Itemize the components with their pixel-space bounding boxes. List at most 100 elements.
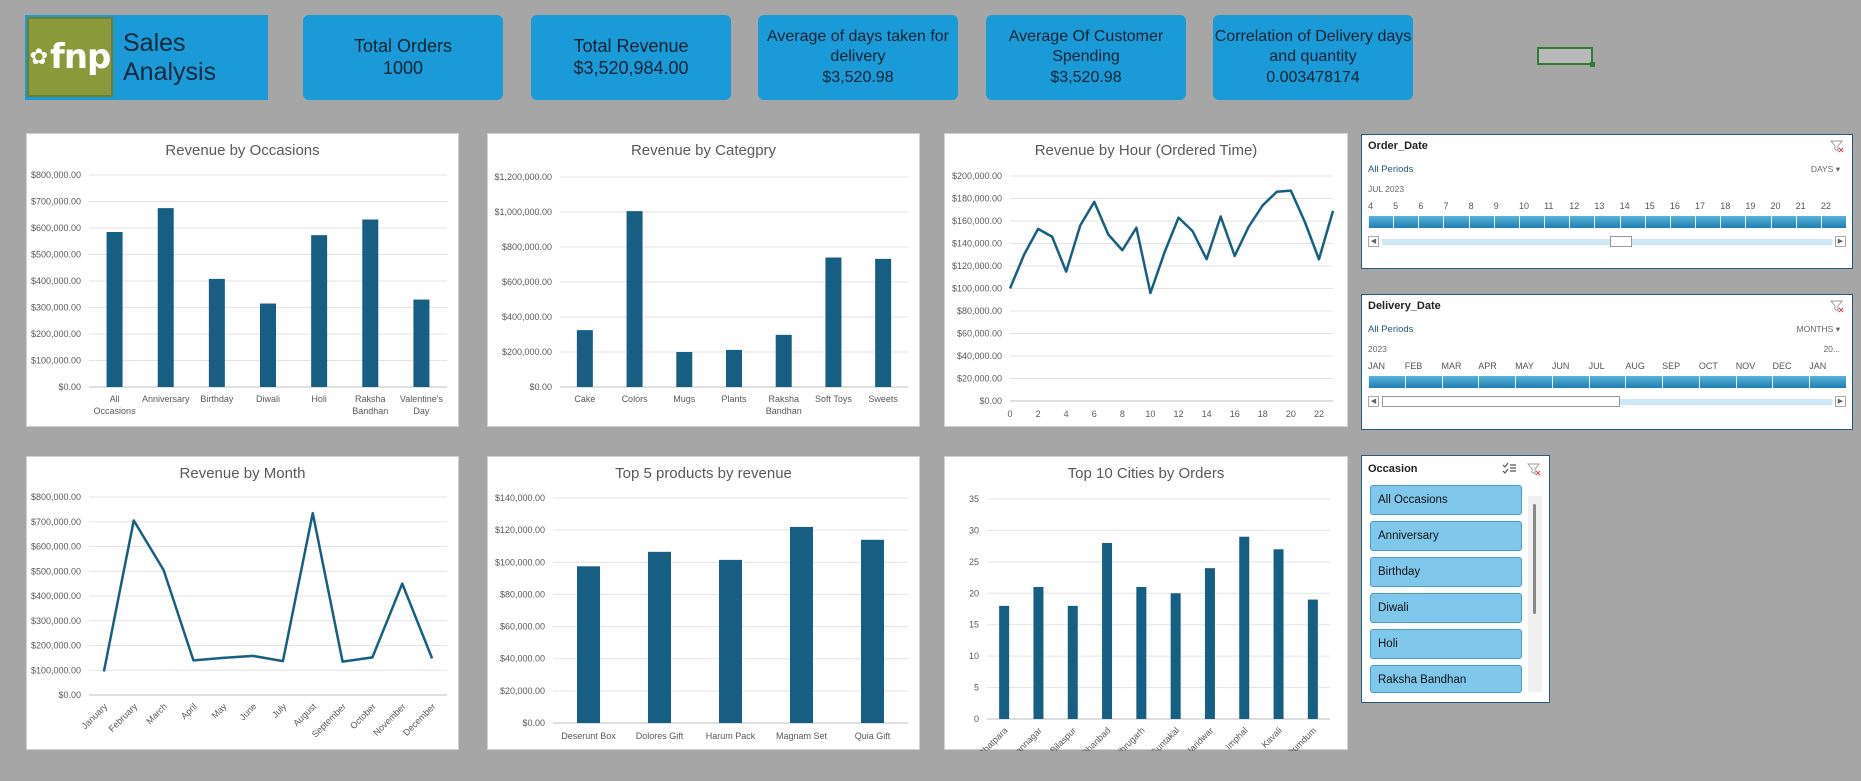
kpi-avg-delivery-days: Average of days taken for delivery $3,52… (758, 15, 958, 100)
delivery-date-timeline[interactable]: Delivery_Date All Periods MONTHS ▾ 2023 … (1361, 294, 1853, 430)
x-tick-label: February (107, 701, 140, 734)
chart-title: Revenue by Categpry (630, 142, 777, 159)
bar (648, 551, 671, 723)
all-periods-link[interactable]: All Periods (1368, 324, 1414, 335)
x-tick-label: Bhatpara (977, 725, 1010, 751)
timeline-bar[interactable] (1368, 376, 1846, 388)
occasion-slicer[interactable]: Occasion All Occasions Anniversary Birth… (1361, 455, 1550, 703)
x-tick-label: Magnam Set (776, 731, 828, 741)
time-level-selector[interactable]: MONTHS ▾ (1797, 324, 1841, 335)
kpi-value: $3,520.98 (822, 68, 894, 86)
bar (775, 334, 792, 387)
chart-plot: $0.00 $200,000.00 $400,000.00 $600,000.00 $8… (494, 172, 908, 416)
scroll-thumb[interactable] (1382, 396, 1620, 407)
x-tick-label: Mugs (673, 394, 696, 404)
y-tick-label: $500,000.00 (31, 250, 81, 260)
x-tick-label: Valentine's (400, 394, 444, 404)
clear-filter-icon[interactable] (1527, 462, 1541, 476)
timeline-segment-divider (1698, 376, 1700, 388)
x-tick-label: 18 (1258, 409, 1268, 419)
x-tick-label: Occasions (94, 406, 137, 416)
bar (1033, 587, 1044, 719)
time-level-selector[interactable]: DAYS ▾ (1811, 164, 1840, 175)
kpi-total-orders: Total Orders 1000 (303, 15, 503, 100)
chart-title: Revenue by Occasions (165, 142, 320, 159)
kpi-value: 0.003478174 (1266, 68, 1360, 86)
y-tick-label: $0.00 (522, 718, 545, 728)
kpi-title: Average of days taken for delivery (766, 27, 950, 65)
timeline-segment-divider (1515, 376, 1517, 388)
timeline-tick-label: 13 (1594, 201, 1605, 211)
x-tick-label: Quia Gift (855, 731, 891, 741)
all-periods-link[interactable]: All Periods (1368, 164, 1414, 175)
x-tick-label: July (270, 701, 289, 720)
occasion-item-all-occasions[interactable]: All Occasions (1370, 485, 1522, 515)
x-tick-label: January (80, 701, 110, 731)
occasion-item-diwali[interactable]: Diwali (1370, 593, 1522, 623)
y-tick-label: $400,000.00 (31, 591, 81, 601)
timeline-scrollbar[interactable]: ◀ ▶ (1368, 396, 1846, 408)
selected-cell[interactable] (1537, 47, 1595, 67)
chart-revenue-by-month[interactable]: Revenue by Month $0.00 $100,000.00 $200,00… (26, 456, 459, 750)
x-tick-label: Dibrugarh (1112, 725, 1147, 751)
timeline-ticks: 4 5 6 7 8 9 10 11 12 13 14 15 16 17 18 19 20 21 22 (1368, 201, 1846, 213)
timeline-tick-label: 10 (1518, 201, 1529, 211)
y-tick-label: $400,000.00 (502, 312, 552, 322)
chart-revenue-by-category[interactable]: Revenue by Categpry $0.00 $200,000.00 $400… (487, 133, 920, 427)
chart-revenue-by-occasions[interactable]: Revenue by Occasions $0.00 $100,000.00 $20… (26, 133, 459, 427)
dashboard-title: Sales Analysis (123, 28, 217, 86)
timeline-segment-divider (1644, 216, 1646, 228)
scroll-thumb[interactable] (1610, 236, 1632, 247)
timeline-segment-divider (1669, 216, 1671, 228)
time-level-label: DAYS (1810, 164, 1834, 174)
time-level-label: MONTHS (1796, 324, 1834, 334)
x-tick-label: 6 (1092, 409, 1097, 419)
x-tick-label: June (238, 701, 259, 722)
scroll-thumb[interactable] (1533, 504, 1536, 614)
scroll-right-icon[interactable]: ▶ (1835, 236, 1846, 247)
occasion-item-holi[interactable]: Holi (1370, 629, 1522, 659)
clear-filter-icon[interactable] (1830, 139, 1844, 153)
order-date-timeline[interactable]: Order_Date All Periods DAYS ▾ JUL 2023 4… (1361, 134, 1853, 269)
timeline-segment-divider (1404, 376, 1406, 388)
y-tick-label: $600,000.00 (502, 277, 552, 287)
scroll-track[interactable] (1382, 239, 1832, 245)
chart-plot: $0.00 $100,000.00 $200,000.00 $300,000.00 $4… (31, 492, 447, 740)
timeline-bar[interactable] (1368, 216, 1846, 228)
y-tick-label: $200,000.00 (31, 641, 81, 651)
bar (311, 235, 328, 387)
y-tick-label: $100,000.00 (31, 356, 81, 366)
x-tick-label: March (144, 701, 169, 726)
timeline-tick-label: 5 (1393, 201, 1399, 211)
x-tick-label: Bidhannagar (1001, 725, 1044, 751)
scroll-left-icon[interactable]: ◀ (1368, 236, 1379, 247)
y-tick-label: $800,000.00 (31, 492, 81, 502)
occasion-item-anniversary[interactable]: Anniversary (1370, 521, 1522, 551)
timeline-segment-divider (1695, 216, 1697, 228)
multi-select-icon[interactable] (1502, 462, 1517, 475)
bar (1307, 599, 1318, 719)
bar (825, 257, 842, 387)
x-tick-label: Dolores Gift (636, 731, 684, 741)
x-tick-label: 22 (1314, 409, 1324, 419)
chart-top5-products[interactable]: Top 5 products by revenue $0.00 $20,000.0… (487, 456, 920, 750)
scroll-left-icon[interactable]: ◀ (1368, 396, 1379, 407)
x-tick-label: Guntakal (1149, 725, 1182, 751)
chart-revenue-by-hour[interactable]: Revenue by Hour (Ordered Time) $0.00 $20,… (944, 133, 1348, 427)
timeline-tick-label: MAY (1515, 361, 1534, 371)
y-tick-label: $120,000.00 (495, 525, 545, 535)
occasion-item-raksha-bandhan[interactable]: Raksha Bandhan (1370, 665, 1522, 693)
chart-top10-cities[interactable]: Top 10 Cities by Orders 0 5 10 15 20 25 30 35 Bh… (944, 456, 1348, 751)
timeline-scrollbar[interactable]: ◀ ▶ (1368, 236, 1846, 248)
y-tick-label: $20,000.00 (500, 686, 545, 696)
timeline-tick-label: 22 (1820, 201, 1831, 211)
occasion-scrollbar[interactable] (1528, 496, 1542, 692)
occasion-item-birthday[interactable]: Birthday (1370, 557, 1522, 587)
clear-filter-icon[interactable] (1830, 299, 1844, 313)
scroll-right-icon[interactable]: ▶ (1835, 396, 1846, 407)
timeline-segment-divider (1478, 376, 1480, 388)
bar (875, 258, 892, 387)
bar (1102, 543, 1113, 719)
x-tick-label: Raksha (768, 394, 799, 404)
flower-icon: ✿ (29, 44, 49, 69)
